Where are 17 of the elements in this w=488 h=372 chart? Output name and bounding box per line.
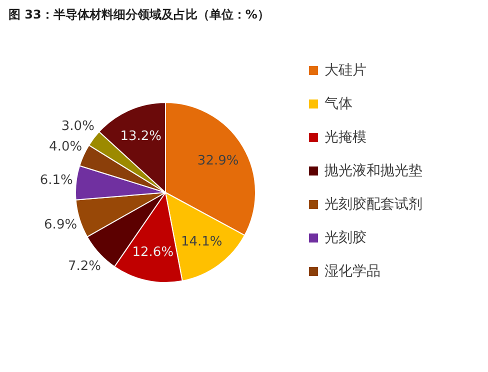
data-label: 4.0%	[49, 140, 82, 154]
data-label: 14.1%	[180, 234, 222, 250]
legend-label: 抛光液和抛光垫	[324, 163, 422, 179]
legend-label: 大硅片	[324, 62, 366, 78]
data-label: 3.0%	[61, 118, 94, 134]
legend-label: 光刻胶	[324, 230, 366, 246]
data-label: 7.2%	[68, 259, 102, 274]
legend-label: 气体	[324, 96, 352, 112]
data-label: 13.2%	[120, 128, 162, 144]
legend-label: 光刻胶配套试剂	[324, 196, 422, 212]
chart-title: 图 33：半导体材料细分领域及占比（单位：%）	[8, 8, 270, 22]
data-label: 32.9%	[197, 154, 239, 169]
legend-label: 湿化学品	[324, 264, 380, 280]
data-label: 6.1%	[40, 172, 73, 188]
data-label: 12.6%	[132, 244, 174, 260]
legend-label: 光掩模	[324, 130, 366, 146]
data-label: 6.9%	[44, 217, 78, 232]
